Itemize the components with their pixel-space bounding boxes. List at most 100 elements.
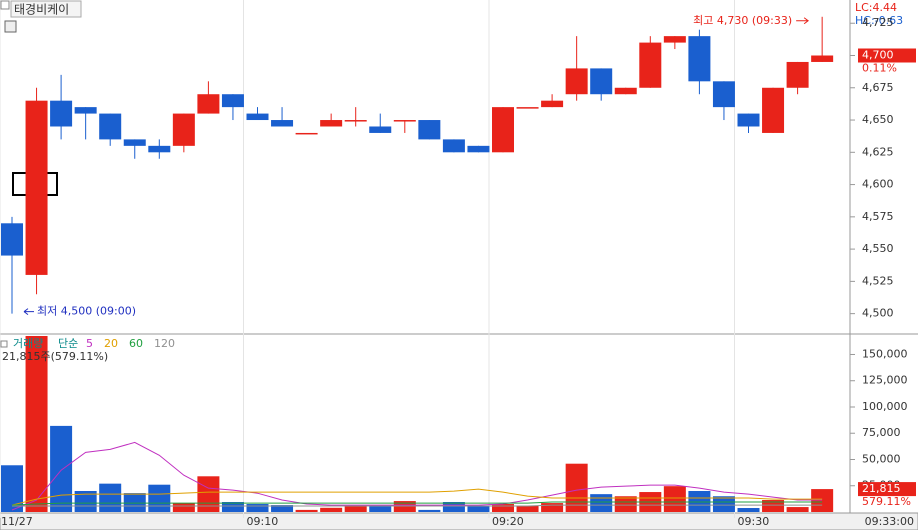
y-tick-label: 4,650	[862, 113, 894, 126]
candle-body	[369, 126, 392, 133]
volume-bar	[786, 507, 809, 512]
candle-body	[639, 42, 662, 88]
volume-bar	[614, 496, 637, 512]
volume-summary: 21,815주(579.11%)	[2, 350, 108, 363]
candle-body	[50, 100, 73, 127]
volume-bar	[221, 502, 244, 512]
volume-ratio: 579.11%	[862, 495, 911, 508]
high-annotation: 최고 4,730 (09:33)	[693, 14, 792, 27]
candle-body	[614, 87, 637, 95]
candle-body	[1, 223, 23, 256]
hc-label: HC:-0.63	[855, 14, 903, 27]
x-tick-label: 09:20	[492, 515, 524, 528]
y-tick-label: 4,625	[862, 145, 894, 158]
volume-bar	[172, 503, 195, 512]
volume-bar	[99, 483, 122, 512]
volume-bar	[197, 476, 220, 512]
candle-body	[197, 94, 220, 114]
low-annotation: 최저 4,500 (09:00)	[37, 305, 136, 318]
y-tick-label: 4,575	[862, 210, 894, 223]
x-tick-label: 09:10	[247, 515, 279, 528]
y-tick-label: 150,000	[862, 347, 908, 360]
legend-entry: 120	[154, 337, 175, 350]
candle-body	[516, 107, 539, 109]
candle-body	[74, 107, 97, 114]
ma-line	[11, 501, 823, 506]
volume-bars	[1, 336, 834, 512]
candle-body	[271, 120, 294, 127]
candle-body	[221, 94, 244, 108]
candle-body	[663, 36, 686, 43]
y-tick-label: 4,725	[862, 16, 894, 29]
volume-bar	[25, 336, 48, 512]
volume-bar	[148, 484, 171, 512]
ma-line	[12, 504, 823, 507]
candle-body	[712, 81, 735, 108]
volume-bar	[467, 506, 490, 512]
candle-body	[492, 107, 514, 153]
y-tick-label: 4,550	[862, 242, 894, 255]
volume-bar	[492, 504, 514, 512]
ma-line	[11, 488, 823, 506]
candle-body	[172, 113, 195, 146]
cursor-time: 09:33:00	[865, 515, 914, 528]
candle-body	[123, 139, 146, 146]
title-box	[10, 0, 82, 18]
low-arrow	[23, 308, 34, 316]
candle-body	[590, 68, 613, 95]
volume-bar	[737, 508, 760, 512]
candle-body	[541, 100, 564, 108]
candle-body	[99, 113, 122, 140]
candle-body	[442, 139, 465, 153]
legend-entry: 20	[104, 337, 118, 350]
x-tick-label: 09:30	[738, 515, 770, 528]
ma-line	[11, 441, 823, 511]
volume-bar	[541, 503, 564, 512]
y-tick-label: 4,600	[862, 178, 894, 191]
candle-body	[786, 61, 809, 88]
legend-entry: 5	[86, 337, 93, 350]
volume-bar	[516, 506, 539, 512]
y-tick-label: 4,500	[862, 307, 894, 320]
table-icon[interactable]	[4, 20, 17, 33]
high-arrow	[796, 17, 809, 25]
volume-bar	[74, 490, 97, 512]
candle-body	[320, 120, 343, 127]
volume-bar	[590, 494, 613, 512]
last-price: 4,700	[862, 49, 894, 62]
volume-bar	[1, 465, 23, 512]
last-price-box	[858, 48, 916, 63]
volume-title: 거래량	[13, 337, 43, 350]
y-tick-label: 75,000	[862, 426, 901, 439]
legend-icon	[0, 340, 8, 348]
candle-body	[344, 120, 367, 122]
volume-bar	[442, 502, 465, 512]
lc-label: LC:4.44	[855, 1, 897, 14]
y-tick-label: 4,675	[862, 81, 894, 94]
volume-bar	[712, 496, 735, 512]
last-volume-box	[858, 482, 916, 497]
candle-body	[393, 120, 416, 122]
candle-body	[762, 87, 785, 133]
candle-body	[688, 36, 711, 82]
candle-body	[737, 113, 760, 127]
volume-bar	[811, 489, 834, 512]
volume-bar	[271, 505, 294, 512]
candle-body	[811, 55, 834, 62]
volume-bar	[369, 505, 392, 512]
volume-bar	[50, 425, 73, 512]
ma-label: 단순	[58, 337, 78, 350]
y-tick-label: 4,525	[862, 274, 894, 287]
stock-title: 태경비케이	[14, 3, 69, 17]
volume-bar	[320, 507, 343, 512]
x-tick-label: 11/27	[1, 515, 33, 528]
volume-bar	[123, 493, 146, 512]
y-tick-label: 125,000	[862, 374, 908, 387]
volume-bar	[344, 506, 367, 512]
volume-bar	[762, 500, 785, 512]
last-volume: 21,815	[862, 482, 901, 495]
title-icon	[0, 0, 10, 10]
volume-bar	[393, 501, 416, 512]
candle-body	[148, 145, 171, 153]
